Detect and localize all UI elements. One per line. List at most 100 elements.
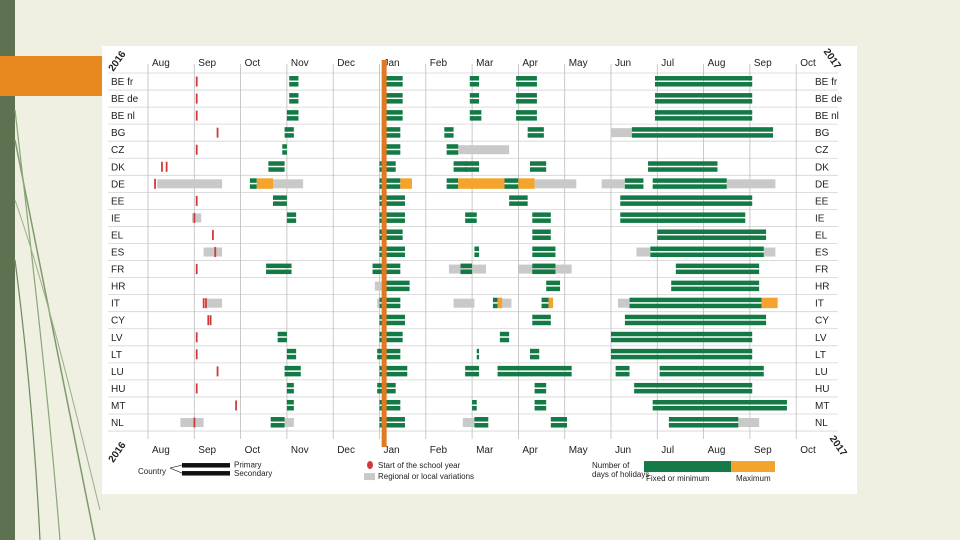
fixed-bar-secondary-ie [620,218,746,223]
legend-connector [169,464,183,469]
regional-bar-it [617,298,630,308]
fixed-bar-secondary-es [379,252,405,258]
fixed-bar-primary-lt [611,348,753,354]
country-label-right-lu: LU [815,367,828,378]
fixed-bar-secondary-be-fr [469,82,480,87]
fixed-bar-primary-bg [381,127,401,132]
start-marker-cy [209,315,212,326]
start-marker-be-nl [195,110,198,121]
fixed-bar-primary-dk [529,161,547,166]
regional-bar-cz [458,145,510,155]
fixed-bar-primary-lu [497,365,572,371]
fixed-bar-secondary-fr [675,269,760,275]
fixed-bar-secondary-lv [611,337,753,343]
fixed-bar-primary-es [532,246,556,252]
legend-fixed-swatch [644,461,731,473]
country-label-left-lt: LT [111,350,122,361]
legend-secondary-label: Secondary [234,469,272,478]
fixed-bar-primary-el [532,229,551,234]
fixed-bar-secondary-bg [444,133,454,138]
fixed-bar-primary-ie [469,212,477,217]
country-label-left-nl: NL [111,418,124,429]
fixed-bar-primary-be-nl [286,110,299,115]
fixed-bar-secondary-be-fr [384,82,403,87]
fixed-bar-primary-de [249,178,257,183]
fixed-bar-primary-nl [668,417,739,422]
month-label-top: Nov [291,58,309,69]
fixed-bar-primary-be-fr [469,76,480,81]
fixed-bar-secondary-ee [620,201,753,206]
month-label-bottom: Jun [615,445,631,456]
regional-bar-nl [462,418,475,428]
legend-number-label-1: Number of [592,461,630,470]
fixed-bar-primary-fr [675,263,760,269]
legend-country-label: Country [138,467,166,476]
fixed-bar-secondary-ie [286,218,297,223]
fixed-bar-secondary-bg [284,133,294,138]
start-marker-bg [216,127,219,138]
fixed-bar-secondary-nl [379,423,405,428]
fixed-bar-primary-lt [377,348,401,354]
fixed-bar-secondary-de [652,184,727,189]
fixed-bar-secondary-fr [460,269,473,275]
start-marker-hu [195,383,198,394]
legend-connector [169,467,183,474]
fixed-bar-secondary-mt [286,405,294,411]
month-label-top: Feb [430,58,448,69]
fixed-bar-secondary-dk [268,167,285,172]
fixed-bar-secondary-cz [446,150,459,155]
start-marker-lv [195,332,198,343]
fixed-bar-secondary-bg [527,133,544,138]
fixed-bar-primary-cy [532,314,551,320]
fixed-bar-secondary-nl [550,423,568,428]
fixed-bar-secondary-cz [282,150,287,155]
country-label-left-lu: LU [111,367,124,378]
fixed-bar-primary-ee [620,195,753,200]
fixed-bar-primary-de [504,178,519,183]
fixed-bar-secondary-lv [277,337,287,343]
christmas-line [381,60,387,448]
country-label-left-dk: DK [111,162,125,173]
regional-bar-de [726,179,776,189]
fixed-bar-primary-lt [476,348,480,354]
regional-bar-de [534,179,577,189]
fixed-bar-secondary-be-fr [516,82,537,87]
fixed-bar-secondary-be-fr [654,82,753,87]
fixed-bar-primary-be-de [289,93,299,98]
fixed-bar-primary-ee [509,195,528,200]
fixed-bar-secondary-dk [648,167,718,172]
fixed-bar-primary-el [379,229,403,234]
regional-bar-nl [180,418,204,428]
year-end-bottom: 2017 [827,434,849,459]
legend-primary-label: Primary [234,461,262,470]
fixed-bar-primary-de [624,178,644,183]
regional-bar-it [377,298,380,308]
fixed-bar-secondary-cy [532,320,551,326]
fixed-bar-primary-dk [379,161,396,166]
month-label-bottom: Feb [430,445,448,456]
fixed-bar-primary-be-nl [654,110,753,115]
month-label-top: Jan [384,58,400,69]
regional-bar-es [203,247,223,257]
fixed-bar-secondary-be-fr [289,82,299,87]
legend-regional-label: Regional or local variations [378,472,474,481]
country-label-left-de: DE [111,179,125,190]
country-label-right-nl: NL [815,418,828,429]
month-label-bottom: Oct [800,445,816,456]
fixed-bar-primary-it [379,297,401,303]
country-label-right-it: IT [815,299,824,310]
country-label-left-be-fr: BE fr [111,77,134,88]
fixed-bar-primary-be-fr [384,76,403,81]
country-label-left-be-de: BE de [111,94,139,105]
month-label-bottom: Aug [152,445,170,456]
fixed-bar-primary-ie [532,212,551,217]
fixed-bar-secondary-cz [381,150,401,155]
start-marker-el [212,229,214,240]
fixed-bar-secondary-it [492,303,498,309]
fixed-bar-primary-ie [620,212,746,217]
fixed-bar-secondary-fr [532,269,556,275]
fixed-bar-primary-mt [472,399,477,405]
fixed-bar-secondary-mt [379,405,401,411]
fixed-bar-secondary-fr [266,269,292,275]
